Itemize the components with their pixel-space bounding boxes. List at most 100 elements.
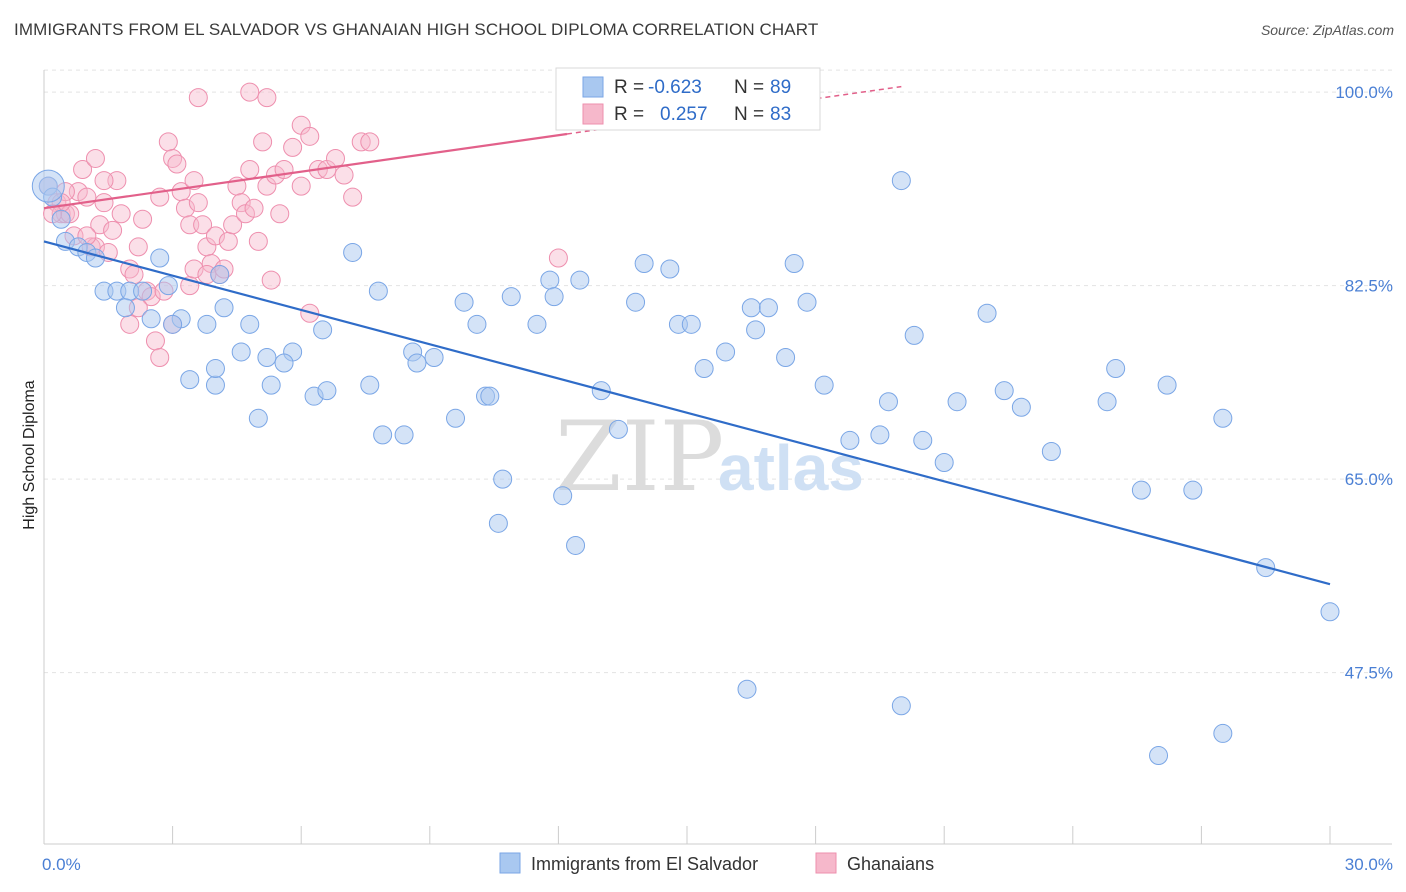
salvador-point — [994, 381, 1014, 401]
salvador-point — [231, 342, 251, 362]
ghanaian-point — [343, 187, 363, 207]
ghanaian-point — [325, 148, 345, 168]
salvador-point — [141, 309, 161, 329]
legend-n-label-2: N = — [734, 104, 764, 125]
salvador-point — [313, 320, 333, 340]
ghanaian-point — [103, 220, 123, 240]
salvador-point — [158, 276, 178, 296]
ghanaian-point — [231, 193, 251, 213]
salvador-point — [248, 408, 268, 428]
series-swatch-blue — [499, 852, 521, 874]
ghanaian-point — [248, 231, 268, 251]
salvador-point — [977, 303, 997, 323]
salvador-point — [891, 696, 911, 716]
salvador-point — [891, 171, 911, 191]
ghanaian-point — [90, 215, 110, 235]
ghanaian-point — [205, 226, 225, 246]
salvador-point — [694, 359, 714, 379]
source-note: Source: ZipAtlas.com — [1260, 22, 1394, 38]
salvador-point — [261, 375, 281, 395]
salvador-point — [746, 320, 766, 340]
ghanaian-point — [300, 126, 320, 146]
ghanaian-point — [128, 237, 148, 257]
salvador-point — [210, 265, 230, 285]
salvador-point — [1097, 392, 1117, 412]
ghanaian-point — [261, 270, 281, 290]
salvador-point — [758, 298, 778, 318]
ghanaian-point — [167, 154, 187, 174]
salvador-point — [493, 469, 513, 489]
ghanaian-point — [334, 165, 354, 185]
salvador-point — [51, 209, 71, 229]
salvador-point — [163, 314, 183, 334]
salvador-point — [737, 679, 757, 699]
ghanaian-point — [244, 198, 264, 218]
series-swatch-pink — [815, 852, 837, 874]
salvador-point — [343, 242, 363, 262]
y-tick-label: 65.0% — [1345, 470, 1393, 489]
salvador-point — [1157, 375, 1177, 395]
salvador-point — [454, 292, 474, 312]
ghanaian-point — [111, 204, 131, 224]
salvador-point — [394, 425, 414, 445]
salvador-point — [716, 342, 736, 362]
salvador-point — [180, 370, 200, 390]
ghanaian-point — [188, 193, 208, 213]
y-tick-label: 47.5% — [1345, 664, 1393, 683]
salvador-point — [626, 292, 646, 312]
legend-n-label-1: N = — [734, 77, 764, 98]
salvador-point — [133, 281, 153, 301]
salvador-point — [205, 359, 225, 379]
salvador-point — [934, 453, 954, 473]
legend-r-label-1: R = — [614, 77, 644, 98]
salvador-point — [274, 353, 294, 373]
ghanaian-point — [188, 88, 208, 108]
legend-r-value-2: 0.257 — [660, 104, 708, 125]
x-tick-label-min: 0.0% — [42, 855, 81, 874]
salvador-point — [947, 392, 967, 412]
salvador-point — [467, 314, 487, 334]
ghanaian-point — [360, 132, 380, 152]
salvador-point — [913, 430, 933, 450]
salvador-point — [31, 169, 65, 203]
legend-swatch-blue — [582, 76, 604, 98]
salvador-point — [501, 287, 521, 307]
salvador-point — [424, 347, 444, 367]
ghanaian-point — [240, 82, 260, 102]
stats-legend: R = -0.623 N = 89 R = 0.257 N = 83 — [555, 67, 821, 131]
watermark-zip: ZIP — [555, 401, 724, 513]
salvador-point — [776, 347, 796, 367]
salvador-point — [1213, 723, 1233, 743]
legend-swatch-pink — [582, 103, 604, 125]
ghanaian-point — [158, 132, 178, 152]
salvador-point — [634, 254, 654, 273]
salvador-trend-line — [43, 240, 1331, 586]
salvador-point — [870, 425, 890, 445]
salvador-point — [373, 425, 393, 445]
salvador-point — [317, 381, 337, 401]
salvador-point — [1106, 359, 1126, 379]
ghanaian-point — [184, 259, 204, 279]
series-label-blue: Immigrants from El Salvador — [531, 854, 758, 874]
salvador-point — [797, 292, 817, 312]
ghanaian-trend-line — [43, 132, 568, 210]
salvador-point — [814, 375, 834, 395]
y-axis-label: High School Diploma — [21, 380, 38, 530]
ghanaian-point — [283, 137, 303, 157]
ghanaian-point — [73, 160, 93, 180]
salvador-point — [1183, 480, 1203, 500]
salvador-point — [1131, 480, 1151, 500]
salvador-point — [85, 248, 105, 268]
ghanaian-point — [257, 88, 277, 108]
salvador-point — [197, 314, 217, 334]
salvador-point — [784, 254, 804, 273]
salvador-point — [1320, 602, 1340, 622]
ghanaian-point — [94, 193, 114, 213]
ghanaian-point — [145, 331, 165, 351]
salvador-point — [840, 430, 860, 450]
salvador-point — [1149, 746, 1169, 766]
salvador-point — [904, 325, 924, 345]
salvador-point — [480, 386, 500, 406]
ghanaian-point — [193, 215, 213, 235]
legend-r-label-2: R = — [614, 104, 644, 125]
